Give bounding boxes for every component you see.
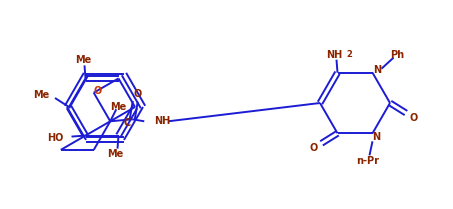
Text: O: O — [410, 113, 418, 123]
Text: HO: HO — [47, 133, 63, 143]
Text: N: N — [373, 65, 381, 75]
Text: Me: Me — [110, 102, 126, 112]
Text: O: O — [133, 89, 141, 99]
Text: Ph: Ph — [390, 50, 405, 60]
Text: O: O — [309, 143, 318, 153]
Text: O: O — [94, 86, 102, 96]
Text: Me: Me — [107, 149, 124, 159]
Text: Me: Me — [75, 55, 92, 65]
Text: NH: NH — [154, 116, 170, 126]
Text: Me: Me — [33, 90, 49, 100]
Text: 2: 2 — [347, 50, 352, 59]
Text: C: C — [124, 118, 131, 128]
Text: n-Pr: n-Pr — [356, 156, 379, 166]
Text: NH: NH — [326, 50, 342, 60]
Text: N: N — [372, 132, 381, 142]
